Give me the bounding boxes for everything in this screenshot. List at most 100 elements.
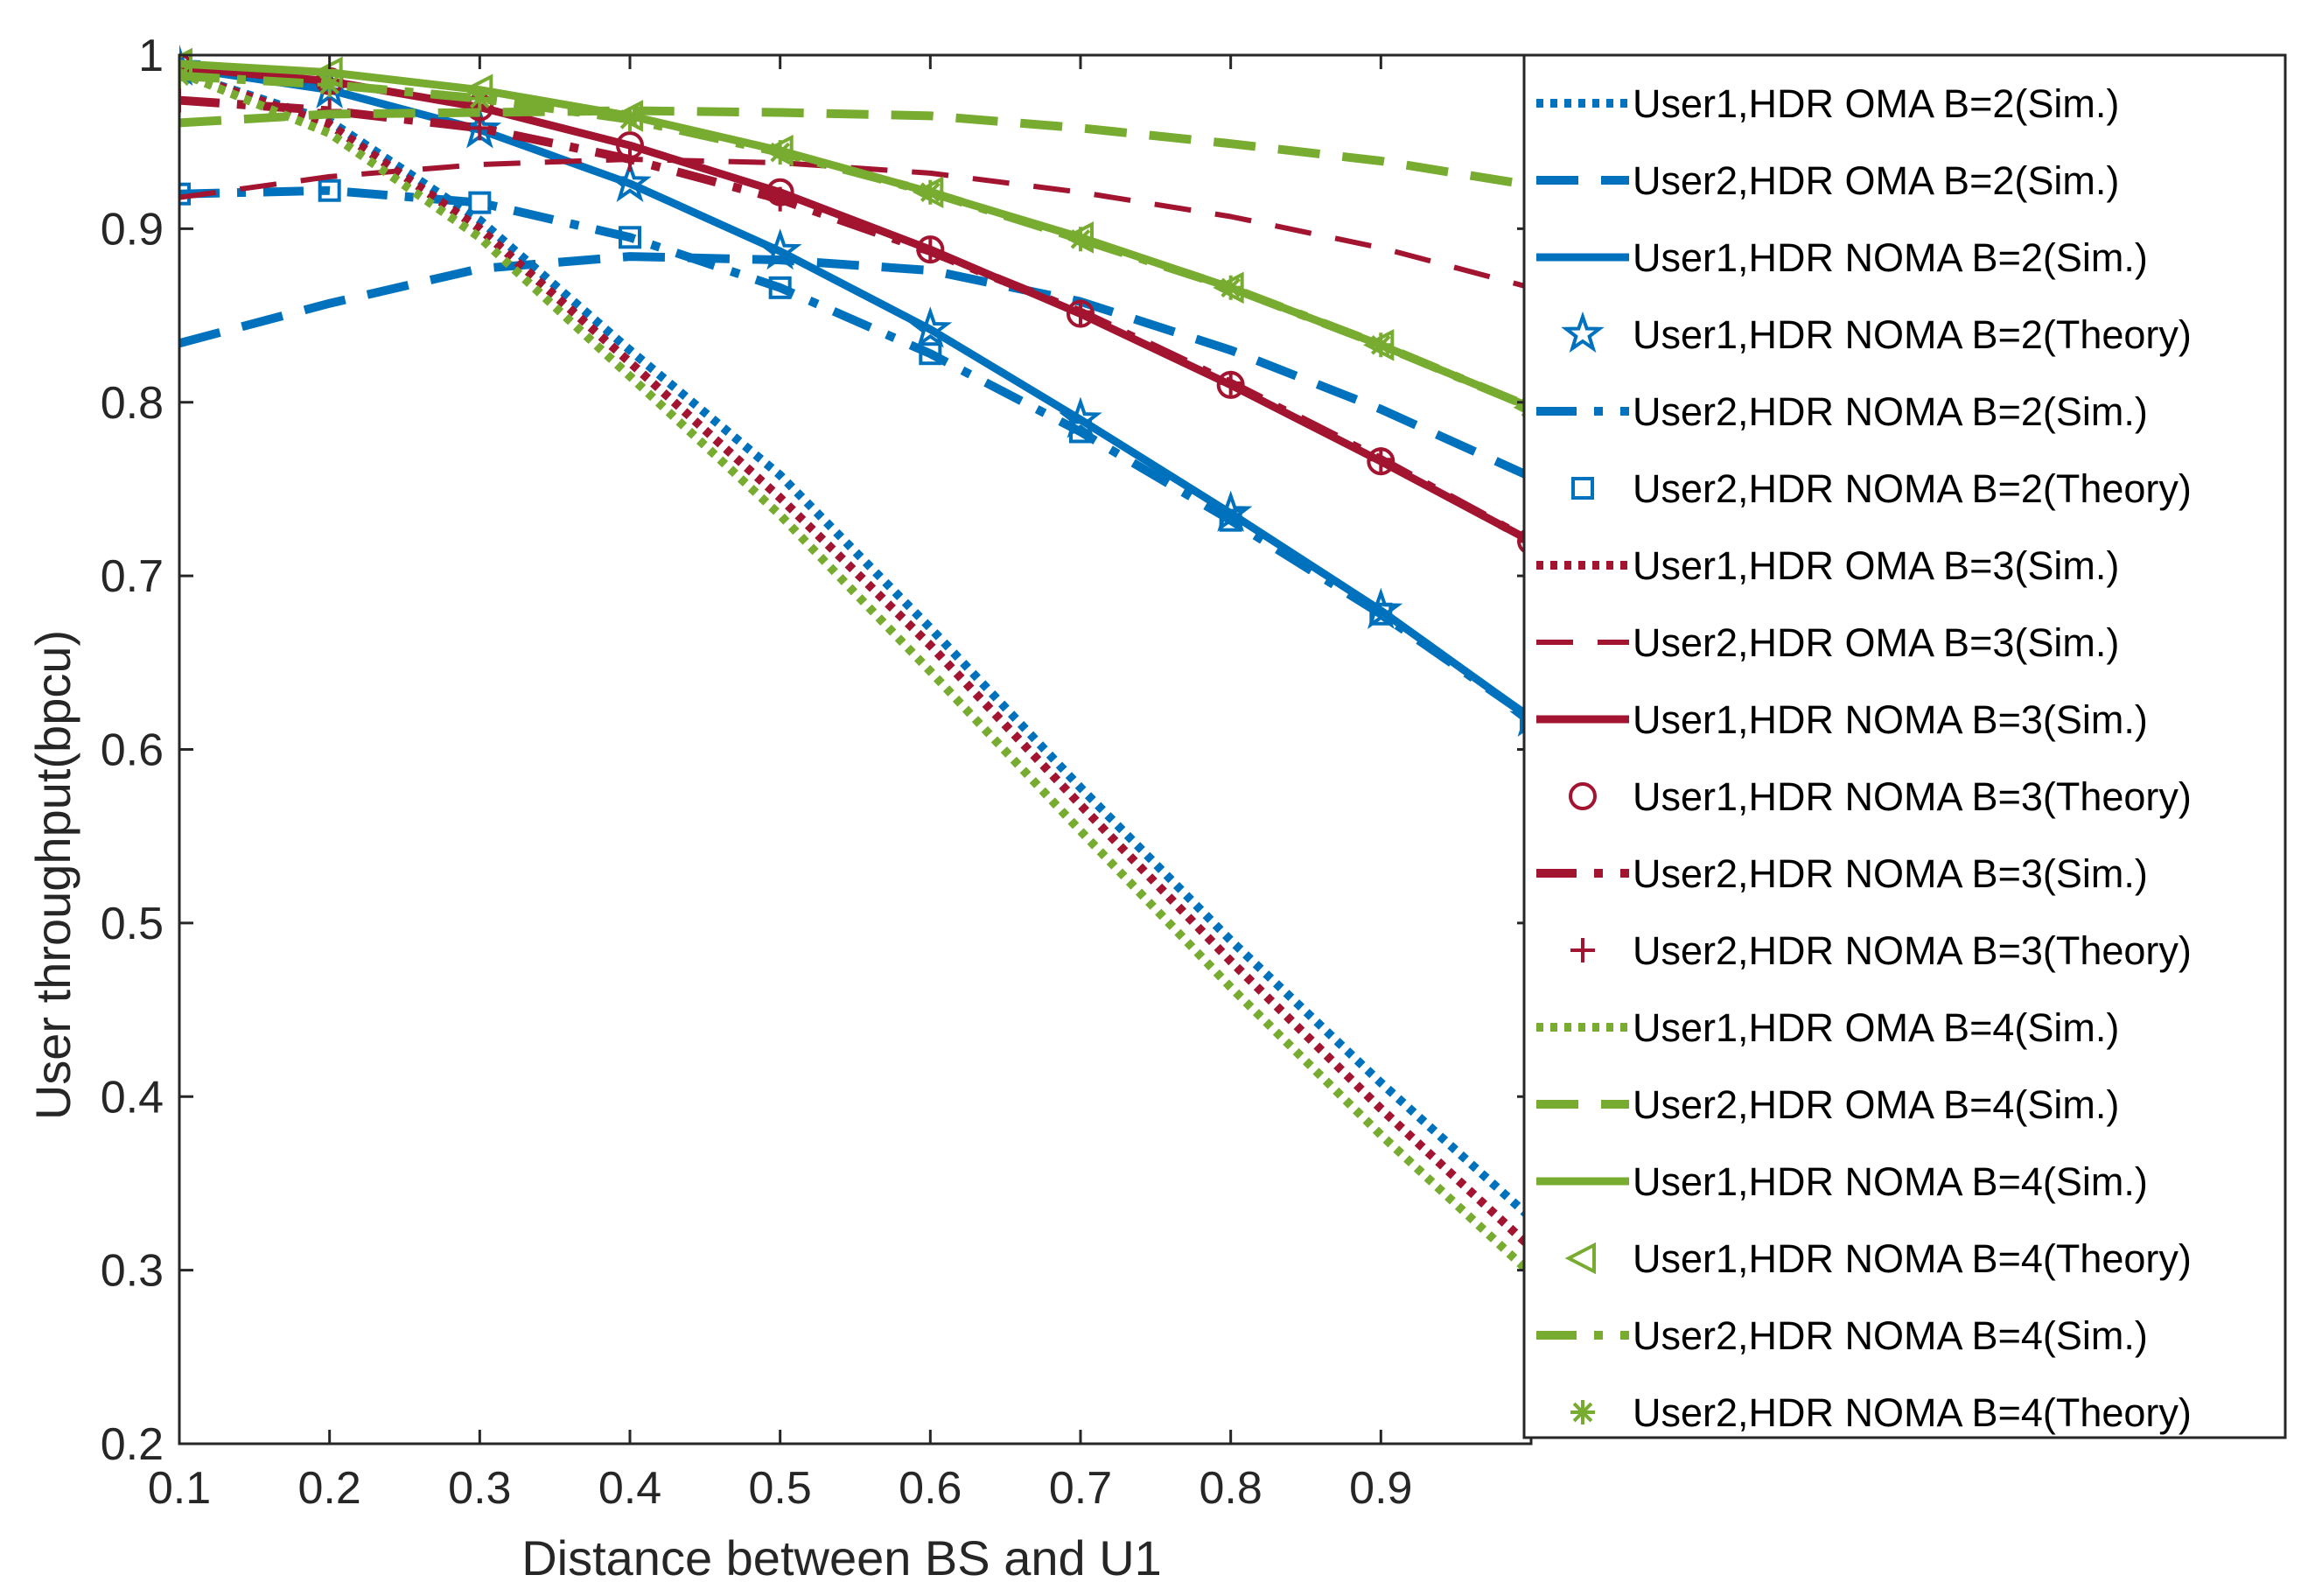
legend-item: User2,HDR NOMA B=2(Theory)	[1571, 466, 2192, 511]
y-tick-label: 0.5	[101, 899, 164, 949]
series-line-2	[179, 252, 1531, 481]
data-point-marker	[768, 276, 792, 299]
legend-box	[1522, 53, 2287, 1439]
legend-item: User2,HDR NOMA B=4(Sim.)	[1536, 1313, 2148, 1358]
legend-swatch-marker	[1570, 1400, 1595, 1424]
data-point-marker	[619, 226, 641, 249]
legend-label: User1,HDR NOMA B=3(Theory)	[1633, 774, 2192, 819]
plot-area	[179, 44, 1531, 1278]
legend-label: User2,HDR NOMA B=3(Sim.)	[1633, 851, 2148, 896]
series-line-14	[179, 106, 1531, 190]
data-point-marker	[317, 72, 342, 97]
series-1	[179, 68, 1531, 1222]
data-point-marker	[767, 140, 793, 165]
data-point-marker	[618, 147, 642, 172]
legend-label: User1,HDR NOMA B=4(Sim.)	[1633, 1159, 2148, 1204]
y-axis-title: User throughput(bpcu)	[25, 630, 80, 1120]
data-point-marker	[1218, 370, 1243, 396]
data-point-marker	[618, 107, 642, 132]
y-tick-label: 0.6	[101, 725, 164, 776]
x-tick-label: 0.3	[448, 1463, 511, 1514]
y-tick-label: 0.2	[101, 1419, 164, 1470]
data-point-marker	[1218, 275, 1243, 300]
series-7	[179, 68, 1531, 1251]
legend-item: User1,HDR OMA B=3(Sim.)	[1536, 543, 2119, 588]
series-16	[179, 47, 1531, 417]
legend-label: User1,HDR OMA B=2(Sim.)	[1633, 81, 2119, 126]
legend-label: User1,HDR NOMA B=2(Theory)	[1633, 312, 2192, 357]
series-line-5	[179, 186, 1531, 722]
data-point-marker	[1219, 508, 1242, 532]
series-2	[179, 252, 1531, 481]
legend: User1,HDR OMA B=2(Sim.) User2,HDR OMA B=2…	[1522, 53, 2287, 1439]
legend-swatch-marker	[1569, 782, 1597, 810]
legend-label: User1,HDR NOMA B=2(Sim.)	[1633, 235, 2148, 280]
y-tick-label: 0.4	[101, 1072, 164, 1123]
data-point-marker	[758, 228, 802, 270]
data-point-marker	[1369, 602, 1393, 626]
x-tick-label: 0.5	[749, 1463, 812, 1514]
legend-item: User1,HDR OMA B=4(Sim.)	[1536, 1005, 2119, 1050]
x-tick-label: 0.6	[899, 1463, 962, 1514]
data-point-marker	[179, 88, 192, 113]
x-tick-label: 0.8	[1199, 1463, 1262, 1514]
y-tick-label: 0.9	[101, 204, 164, 255]
legend-item: User1,HDR NOMA B=2(Theory)	[1561, 311, 2192, 357]
legend-item: User2,HDR OMA B=4(Sim.)	[1536, 1082, 2119, 1127]
legend-swatch-marker	[1571, 477, 1594, 500]
data-point-marker	[1368, 447, 1394, 472]
series-13	[179, 68, 1531, 1278]
data-point-marker	[918, 239, 943, 264]
x-tick-label: 0.7	[1049, 1463, 1112, 1514]
series-6	[179, 178, 1531, 730]
legend-label: User1,HDR NOMA B=3(Sim.)	[1633, 697, 2148, 742]
legend-item: User2,HDR NOMA B=4(Theory)	[1570, 1390, 2192, 1435]
legend-label: User2,HDR NOMA B=3(Theory)	[1633, 928, 2192, 973]
legend-label: User2,HDR NOMA B=2(Sim.)	[1633, 389, 2148, 434]
legend-item: User2,HDR OMA B=2(Sim.)	[1536, 158, 2119, 203]
series-12	[179, 88, 1531, 554]
legend-swatch-marker	[1564, 1242, 1596, 1275]
legend-item: User2,HDR NOMA B=3(Sim.)	[1536, 851, 2148, 896]
legend-item: User1,HDR NOMA B=2(Sim.)	[1536, 235, 2148, 280]
legend-item: User2,HDR OMA B=3(Sim.)	[1536, 620, 2119, 665]
x-tick-label: 0.9	[1349, 1463, 1412, 1514]
legend-label: User2,HDR OMA B=3(Sim.)	[1633, 620, 2119, 665]
y-tick-label: 1	[138, 31, 164, 81]
data-point-marker	[467, 116, 493, 141]
legend-swatch-marker	[1561, 311, 1605, 354]
legend-item: User1,HDR NOMA B=4(Theory)	[1564, 1236, 2192, 1281]
series-line-7	[179, 68, 1531, 1251]
data-point-marker	[1068, 299, 1093, 325]
data-point-marker	[908, 306, 953, 348]
series-line-11	[179, 95, 1531, 545]
legend-item: User1,HDR NOMA B=3(Sim.)	[1536, 697, 2148, 742]
legend-label: User2,HDR NOMA B=4(Sim.)	[1633, 1313, 2148, 1358]
y-tick-label: 0.8	[101, 378, 164, 429]
legend-item: User1,HDR OMA B=2(Sim.)	[1536, 81, 2119, 126]
data-point-marker	[318, 178, 341, 202]
legend-label: User2,HDR NOMA B=2(Theory)	[1633, 466, 2192, 511]
legend-item: User2,HDR NOMA B=3(Theory)	[1570, 928, 2192, 973]
axes: 0.1 0.2 0.3 0.4 0.5 0.6 0.7 0.8 0.90.20.30.40.50…	[101, 31, 1533, 1514]
legend-label: User1,HDR OMA B=3(Sim.)	[1633, 543, 2119, 588]
data-point-marker	[608, 160, 652, 202]
series-line-1	[179, 68, 1531, 1222]
series-5	[179, 186, 1531, 722]
data-point-marker	[1068, 227, 1093, 252]
legend-item: User1,HDR NOMA B=3(Theory)	[1569, 774, 2192, 819]
series-line-13	[179, 68, 1531, 1278]
legend-label: User2,HDR OMA B=4(Sim.)	[1633, 1082, 2119, 1127]
legend-label: User1,HDR NOMA B=4(Theory)	[1633, 1236, 2192, 1281]
legend-item: User2,HDR NOMA B=2(Sim.)	[1536, 389, 2148, 434]
series-18	[179, 63, 1531, 420]
series-11	[179, 95, 1531, 545]
series-14	[179, 106, 1531, 190]
data-point-marker	[767, 186, 793, 212]
data-point-marker	[1520, 706, 1531, 730]
legend-item: User1,HDR NOMA B=4(Sim.)	[1536, 1159, 2148, 1204]
data-point-marker	[918, 179, 943, 205]
data-point-marker	[1069, 420, 1092, 444]
legend-label: User1,HDR OMA B=4(Sim.)	[1633, 1005, 2119, 1050]
